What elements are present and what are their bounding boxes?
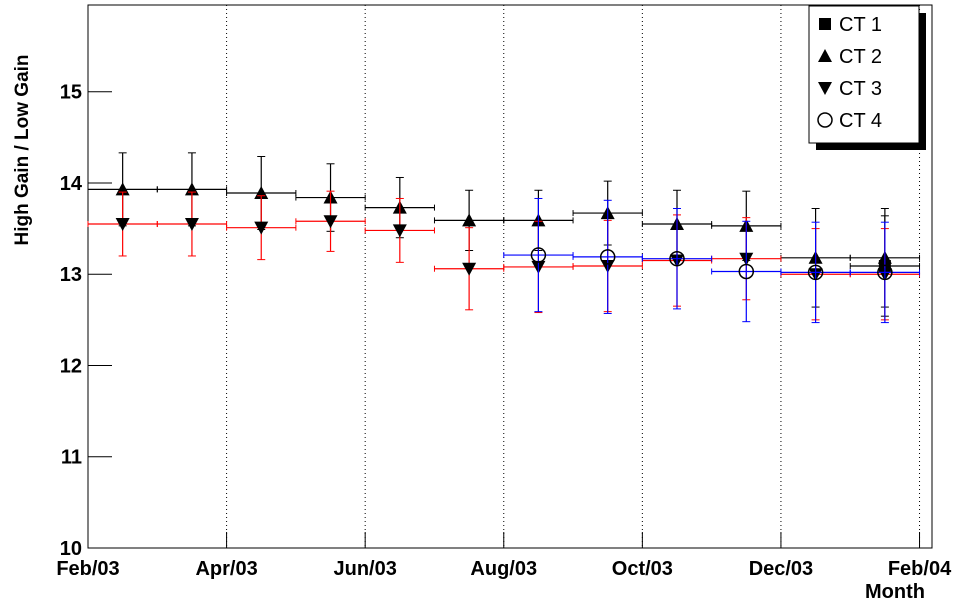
marker bbox=[818, 49, 832, 62]
marker bbox=[462, 213, 477, 227]
x-tick-label: Apr/03 bbox=[195, 558, 257, 580]
y-tick-label: 11 bbox=[61, 447, 82, 469]
x-tick-label: Feb/04 bbox=[888, 558, 952, 580]
y-tick-label: 15 bbox=[60, 82, 82, 104]
marker bbox=[877, 264, 893, 281]
y-axis-title: High Gain / Low Gain bbox=[12, 54, 33, 245]
marker bbox=[819, 18, 831, 30]
x-tick-label: Dec/03 bbox=[749, 558, 814, 580]
x-tick-label: Feb/03 bbox=[56, 558, 119, 580]
y-tick-label: 14 bbox=[60, 173, 83, 195]
marker bbox=[254, 221, 269, 235]
marker bbox=[462, 262, 477, 276]
marker bbox=[818, 82, 832, 95]
legend-label: CT 2 bbox=[839, 46, 882, 68]
series bbox=[503, 197, 921, 324]
legend-label: CT 4 bbox=[839, 110, 882, 132]
marker bbox=[669, 250, 685, 267]
x-tick-label: Jun/03 bbox=[333, 558, 396, 580]
y-tick-label: 12 bbox=[60, 355, 82, 377]
marker bbox=[530, 247, 547, 263]
y-tick-label: 10 bbox=[60, 538, 82, 560]
x-tick-label: Aug/03 bbox=[470, 558, 537, 580]
marker bbox=[115, 218, 130, 232]
x-axis-title: Month bbox=[865, 581, 925, 603]
marker bbox=[817, 112, 833, 128]
legend-label: CT 3 bbox=[839, 78, 882, 100]
marker bbox=[184, 218, 199, 232]
marker bbox=[392, 224, 407, 238]
legend-label: CT 1 bbox=[839, 14, 882, 36]
marker bbox=[738, 263, 755, 280]
marker bbox=[323, 215, 338, 229]
y-tick-label: 13 bbox=[60, 264, 82, 286]
x-tick-label: Oct/03 bbox=[612, 558, 673, 580]
marker bbox=[599, 249, 616, 265]
marker bbox=[807, 264, 824, 281]
plot-frame bbox=[87, 4, 933, 549]
